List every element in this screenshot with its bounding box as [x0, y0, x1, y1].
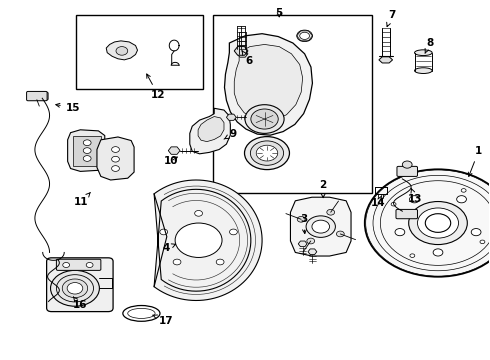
- Circle shape: [300, 32, 310, 40]
- FancyBboxPatch shape: [26, 91, 47, 101]
- FancyBboxPatch shape: [47, 258, 113, 312]
- Text: 2: 2: [319, 180, 327, 198]
- Circle shape: [457, 195, 466, 203]
- Circle shape: [62, 279, 88, 298]
- Circle shape: [112, 166, 120, 171]
- Bar: [76, 15, 203, 89]
- Circle shape: [410, 254, 415, 257]
- Polygon shape: [226, 114, 236, 120]
- Polygon shape: [97, 137, 134, 180]
- Circle shape: [391, 202, 396, 206]
- Circle shape: [83, 140, 91, 145]
- Circle shape: [83, 156, 91, 161]
- Circle shape: [50, 300, 56, 304]
- Text: 7: 7: [387, 10, 395, 27]
- Polygon shape: [154, 180, 262, 301]
- Circle shape: [67, 283, 83, 294]
- Circle shape: [327, 210, 335, 215]
- Text: 13: 13: [408, 188, 422, 204]
- Polygon shape: [106, 41, 138, 60]
- Circle shape: [297, 30, 313, 41]
- Circle shape: [245, 136, 290, 170]
- Circle shape: [306, 216, 335, 237]
- Circle shape: [250, 141, 284, 165]
- Circle shape: [112, 147, 120, 152]
- FancyBboxPatch shape: [396, 210, 417, 219]
- Text: 3: 3: [300, 215, 307, 234]
- Polygon shape: [198, 117, 224, 141]
- Circle shape: [245, 105, 284, 134]
- Circle shape: [410, 195, 419, 203]
- Polygon shape: [291, 197, 351, 256]
- Circle shape: [216, 259, 224, 265]
- Text: 4: 4: [162, 243, 175, 253]
- Circle shape: [229, 229, 237, 235]
- Text: 17: 17: [153, 315, 173, 325]
- Circle shape: [337, 231, 344, 237]
- Circle shape: [86, 262, 93, 267]
- Text: 10: 10: [164, 156, 178, 166]
- Polygon shape: [237, 50, 248, 57]
- Circle shape: [417, 208, 459, 238]
- Ellipse shape: [415, 68, 432, 73]
- Text: 16: 16: [73, 297, 87, 310]
- Polygon shape: [234, 46, 248, 55]
- Circle shape: [461, 189, 466, 192]
- Circle shape: [195, 211, 202, 216]
- Circle shape: [409, 202, 467, 244]
- Circle shape: [83, 148, 91, 153]
- Text: 5: 5: [275, 8, 283, 18]
- Circle shape: [307, 238, 315, 244]
- Text: 14: 14: [370, 195, 385, 208]
- Polygon shape: [73, 135, 101, 166]
- Circle shape: [312, 220, 330, 233]
- Polygon shape: [168, 147, 180, 154]
- Circle shape: [297, 216, 305, 222]
- Circle shape: [433, 249, 443, 256]
- Circle shape: [116, 46, 128, 55]
- Polygon shape: [68, 130, 105, 171]
- Circle shape: [365, 169, 490, 277]
- Circle shape: [48, 298, 59, 306]
- Circle shape: [425, 214, 451, 232]
- Polygon shape: [308, 249, 317, 255]
- Circle shape: [173, 259, 181, 265]
- Polygon shape: [379, 57, 392, 63]
- Text: 9: 9: [224, 129, 236, 139]
- Bar: [213, 15, 372, 193]
- Circle shape: [50, 270, 99, 306]
- Polygon shape: [190, 108, 230, 154]
- Circle shape: [112, 156, 120, 162]
- Circle shape: [160, 229, 168, 235]
- FancyBboxPatch shape: [56, 259, 101, 270]
- Ellipse shape: [415, 50, 432, 55]
- Polygon shape: [234, 44, 303, 121]
- Text: 15: 15: [56, 103, 80, 113]
- Circle shape: [402, 161, 412, 168]
- Text: 8: 8: [425, 38, 433, 53]
- Polygon shape: [224, 34, 313, 135]
- Circle shape: [63, 262, 70, 267]
- Circle shape: [395, 229, 405, 236]
- FancyBboxPatch shape: [29, 92, 48, 100]
- Polygon shape: [298, 241, 307, 247]
- Text: 1: 1: [468, 146, 482, 176]
- Circle shape: [480, 240, 485, 244]
- Circle shape: [256, 145, 278, 161]
- Circle shape: [471, 229, 481, 236]
- Text: 6: 6: [242, 51, 252, 66]
- Text: 11: 11: [74, 192, 90, 207]
- FancyBboxPatch shape: [397, 166, 417, 176]
- Text: 12: 12: [147, 74, 165, 100]
- Circle shape: [251, 109, 278, 129]
- Circle shape: [175, 223, 222, 257]
